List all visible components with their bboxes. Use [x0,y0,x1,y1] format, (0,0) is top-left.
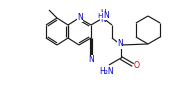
Text: H₂N: H₂N [100,66,114,76]
Text: H: H [97,13,103,18]
Text: N: N [88,56,94,65]
Text: N: N [77,13,83,22]
Text: H
N: H N [100,9,106,23]
Text: N: N [104,11,109,20]
Text: O: O [134,60,140,69]
Text: N: N [117,39,123,48]
